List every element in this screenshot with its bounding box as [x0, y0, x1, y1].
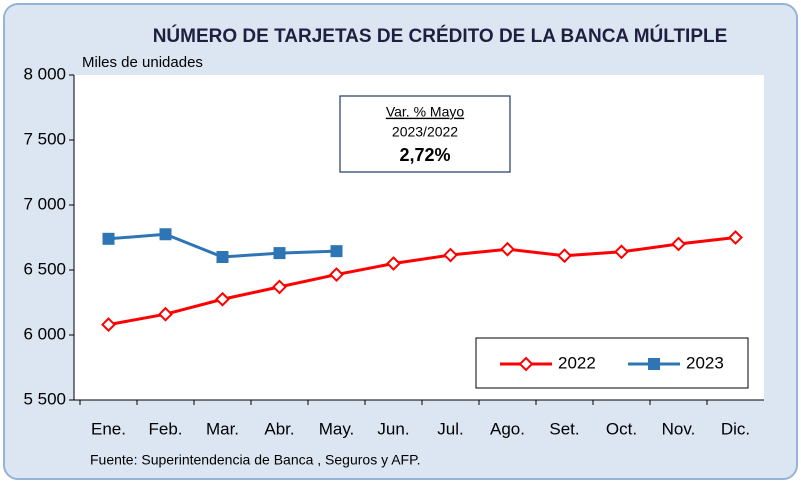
legend-label: 2022: [558, 353, 596, 372]
x-tick-label: Ene.: [91, 419, 126, 438]
x-tick-label: Feb.: [148, 419, 182, 438]
x-tick-label: Jun.: [377, 419, 409, 438]
x-tick-label: Oct.: [606, 419, 637, 438]
source: Fuente: Superintendencia de Banca , Segu…: [90, 452, 421, 468]
x-tick-label: May.: [319, 419, 355, 438]
marker: [671, 236, 686, 252]
x-tick-label: Nov.: [662, 419, 696, 438]
marker: [330, 245, 343, 258]
marker: [272, 279, 287, 295]
y-tick-label: 6 500: [23, 259, 66, 278]
annotation-title: Var. % Mayo: [386, 104, 465, 120]
y-tick-label: 7 000: [23, 194, 66, 213]
marker: [158, 306, 173, 322]
y-tick-label: 7 500: [23, 129, 66, 148]
marker: [329, 267, 344, 282]
x-tick-label: Ago.: [490, 419, 525, 438]
marker: [102, 232, 115, 245]
x-tick-label: Jul.: [437, 419, 463, 438]
marker: [614, 244, 629, 260]
y-tick-label: 6 000: [23, 324, 66, 343]
marker: [215, 291, 230, 307]
marker: [443, 247, 458, 263]
legend-label: 2023: [686, 353, 724, 372]
marker: [216, 251, 229, 263]
x-tick-label: Set.: [549, 419, 579, 438]
marker: [557, 248, 572, 264]
y-axis-label: Miles de unidades: [82, 54, 203, 71]
marker: [500, 241, 515, 257]
marker: [159, 228, 172, 241]
x-tick-label: Dic.: [721, 419, 750, 438]
annotation-period: 2023/2022: [392, 124, 458, 140]
legend-marker: [648, 358, 660, 370]
y-tick-label: 8 000: [23, 64, 66, 83]
annotation-box: [339, 95, 511, 173]
annotation-value: 2,72%: [399, 145, 450, 165]
marker: [273, 247, 286, 260]
marker: [101, 317, 116, 333]
series-line: [108, 236, 736, 327]
y-tick-label: 5 500: [23, 389, 66, 408]
x-tick-label: Abr.: [264, 419, 294, 438]
chart-title: NÚMERO DE TARJETAS DE CRÉDITO DE LA BANC…: [153, 25, 728, 47]
marker: [728, 230, 743, 245]
x-tick-label: Mar.: [206, 419, 239, 438]
marker: [386, 256, 401, 271]
legend-marker: [518, 356, 534, 372]
